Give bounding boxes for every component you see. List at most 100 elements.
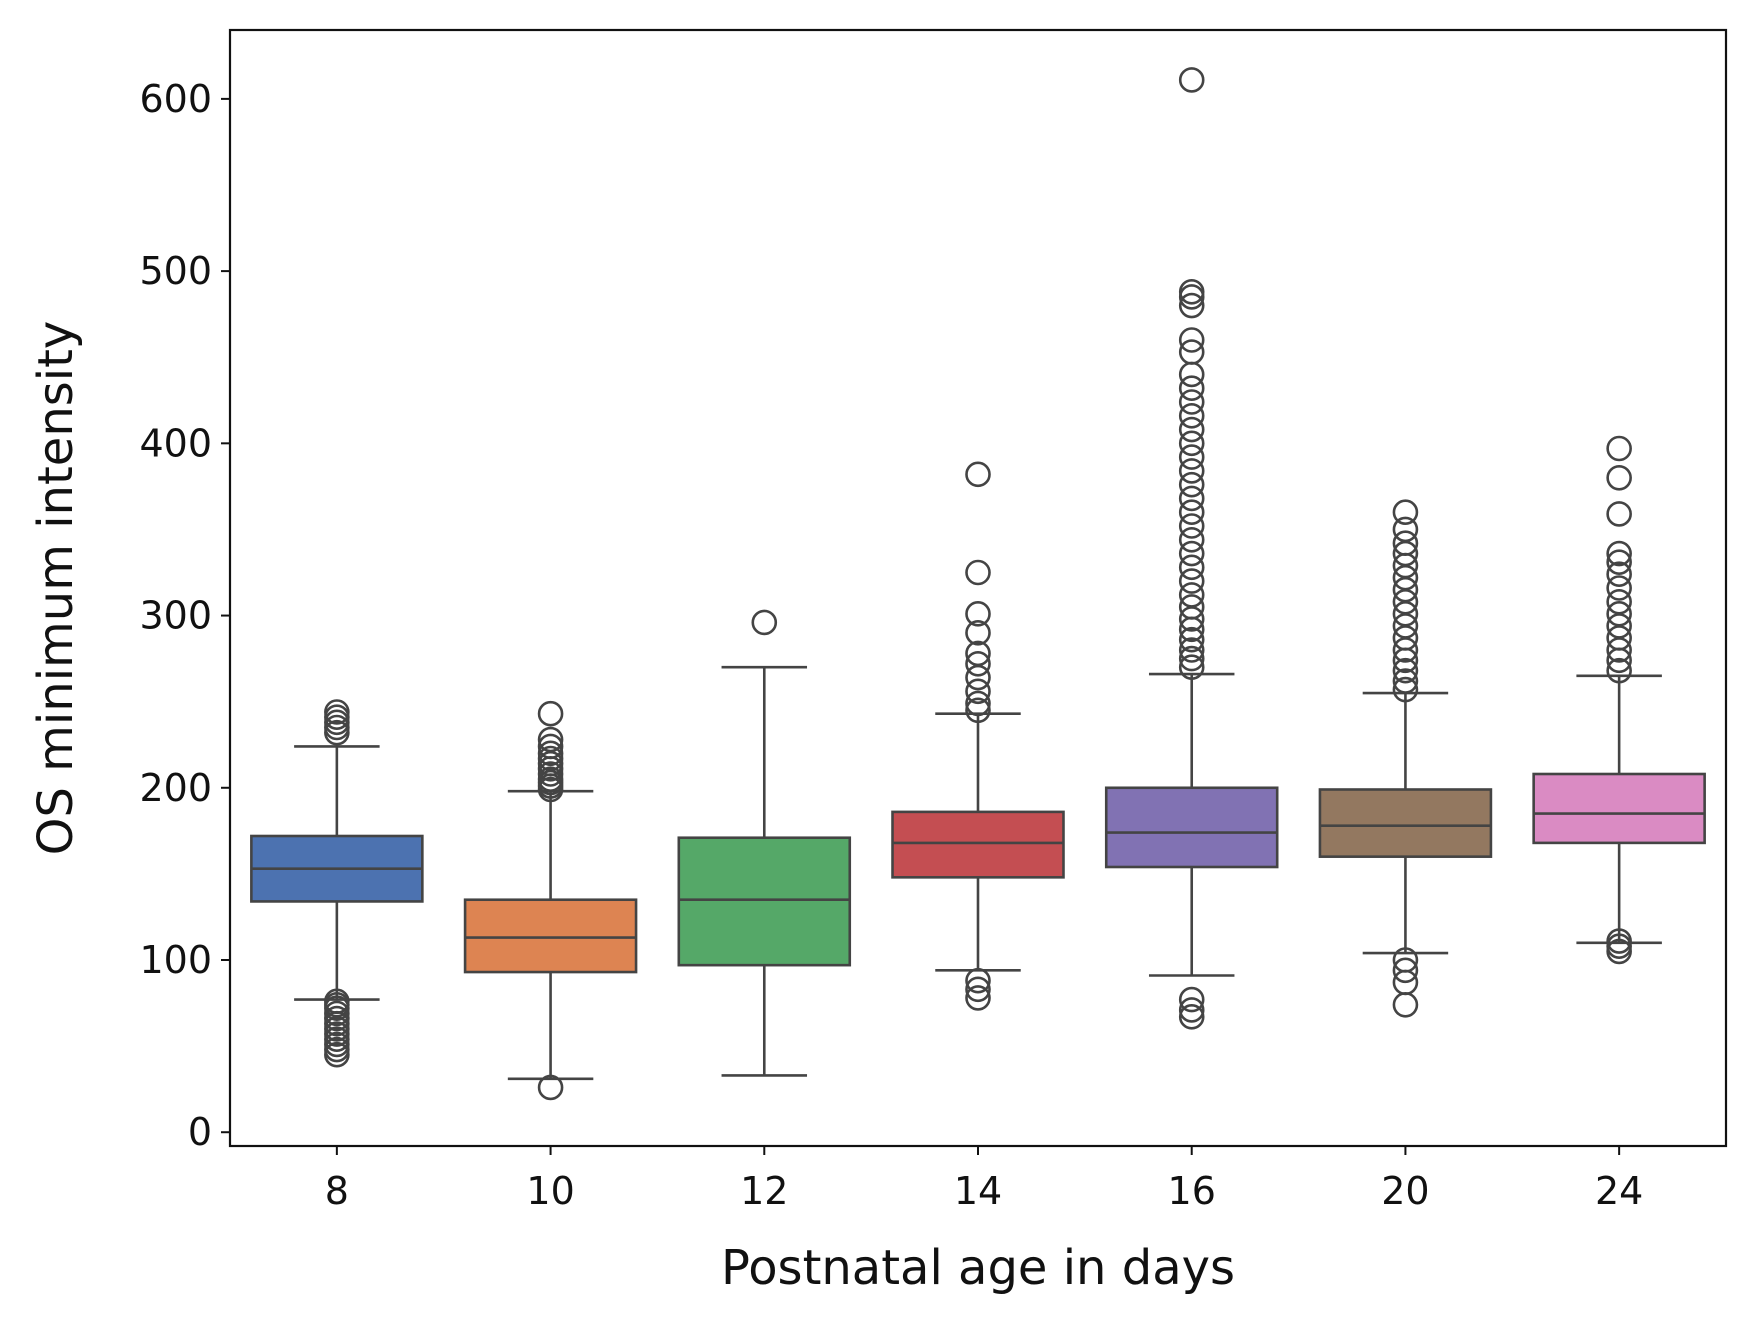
outlier-point <box>1392 947 1419 973</box>
outlier-point <box>1178 637 1205 663</box>
outlier-point <box>1178 540 1205 567</box>
outlier-point <box>1392 668 1419 694</box>
outlier-point <box>1178 626 1205 653</box>
box-group-14 <box>891 461 1065 1011</box>
y-tick-label: 200 <box>139 766 212 810</box>
y-tick-label: 0 <box>188 1110 212 1154</box>
outlier-point <box>1178 594 1205 620</box>
x-axis-title: Postnatal age in days <box>721 1240 1235 1296</box>
iqr-box <box>1104 786 1279 869</box>
plot-area <box>250 67 1706 1101</box>
x-tick-label: 16 <box>1168 1169 1216 1213</box>
outlier-point <box>1606 601 1632 627</box>
y-tick-label: 500 <box>139 249 212 293</box>
outlier-point <box>1178 402 1205 429</box>
outlier-point <box>1392 991 1419 1018</box>
outlier-point <box>965 640 991 667</box>
outlier-point <box>1392 530 1419 557</box>
outlier-point <box>1178 361 1205 388</box>
outlier-point <box>1178 499 1205 526</box>
outlier-point <box>965 601 991 627</box>
outlier-point <box>1606 549 1632 575</box>
outlier-point <box>965 461 991 488</box>
outlier-point <box>1178 568 1205 594</box>
y-tick-label: 100 <box>139 938 212 982</box>
outlier-point <box>1178 986 1205 1013</box>
outlier-point <box>1178 292 1205 319</box>
outlier-point <box>324 699 350 725</box>
iqr-box <box>677 836 852 967</box>
outlier-point <box>1606 657 1632 684</box>
outlier-point <box>537 733 564 760</box>
axes: 0 100 200 300 400 500 600 8 10 12 14 16 20 24 <box>139 77 1643 1213</box>
x-tick-label: 24 <box>1595 1169 1643 1213</box>
outlier-point <box>965 697 991 724</box>
outlier-point <box>1178 327 1205 353</box>
outlier-point <box>1178 485 1205 512</box>
box-group-24 <box>1532 435 1706 965</box>
x-tick-label: 10 <box>526 1169 574 1213</box>
outlier-point <box>1178 339 1205 365</box>
iqr-box <box>463 898 638 974</box>
x-tick-label: 8 <box>325 1169 349 1213</box>
outlier-point <box>1606 464 1632 491</box>
outlier-point <box>1178 67 1205 93</box>
outlier-point <box>1178 526 1205 553</box>
x-tick-label: 14 <box>954 1169 1002 1213</box>
outlier-point <box>965 976 991 1003</box>
outlier-point <box>1178 1004 1205 1030</box>
y-tick-label: 600 <box>139 77 212 121</box>
outlier-point <box>1606 540 1632 567</box>
outlier-point <box>537 700 564 727</box>
outlier-point <box>1392 657 1419 684</box>
outlier-point <box>1606 435 1632 462</box>
outlier-point <box>537 726 564 753</box>
outlier-point <box>1392 499 1419 526</box>
iqr-box <box>1318 788 1493 858</box>
outlier-point <box>1178 554 1205 581</box>
outlier-point <box>1178 654 1205 681</box>
box-group-16 <box>1104 67 1279 1030</box>
outlier-point <box>1392 676 1419 703</box>
outlier-point <box>965 650 991 677</box>
outlier-point <box>1606 928 1632 954</box>
outlier-point <box>1178 444 1205 470</box>
outlier-point <box>1178 389 1205 415</box>
outlier-point <box>537 1074 564 1101</box>
outlier-point <box>1392 957 1419 984</box>
outlier-point <box>1606 588 1632 615</box>
outlier-point <box>1606 561 1632 588</box>
outlier-point <box>751 609 778 636</box>
iqr-box <box>1532 772 1706 845</box>
outlier-point <box>1178 997 1205 1023</box>
outlier-point <box>1392 516 1419 543</box>
outlier-point <box>1606 575 1632 601</box>
outlier-point <box>1606 501 1632 527</box>
outlier-point <box>965 967 991 994</box>
outlier-point <box>965 678 991 705</box>
box-group-20 <box>1318 499 1493 1018</box>
box-group-10 <box>463 700 638 1101</box>
outlier-point <box>1178 513 1205 539</box>
outlier-point <box>965 559 991 586</box>
outlier-point <box>1178 430 1205 457</box>
outlier-point <box>1178 582 1205 608</box>
outlier-point <box>537 740 564 767</box>
outlier-point <box>965 664 991 691</box>
outlier-point <box>1178 458 1205 484</box>
y-axis-title: OS minimum intensity <box>28 321 84 856</box>
outlier-point <box>965 619 991 646</box>
x-tick-label: 12 <box>740 1169 788 1213</box>
box-group-12 <box>677 609 852 1077</box>
outlier-point <box>324 988 350 1015</box>
outlier-point <box>1178 375 1205 402</box>
outlier-point <box>1178 471 1205 498</box>
outlier-point <box>1178 278 1205 305</box>
y-tick-label: 300 <box>139 594 212 638</box>
outlier-point <box>965 690 991 717</box>
outlier-point <box>965 985 991 1011</box>
outlier-point <box>1178 645 1205 672</box>
x-tick-label: 20 <box>1381 1169 1429 1213</box>
box-group-8 <box>250 699 424 1068</box>
